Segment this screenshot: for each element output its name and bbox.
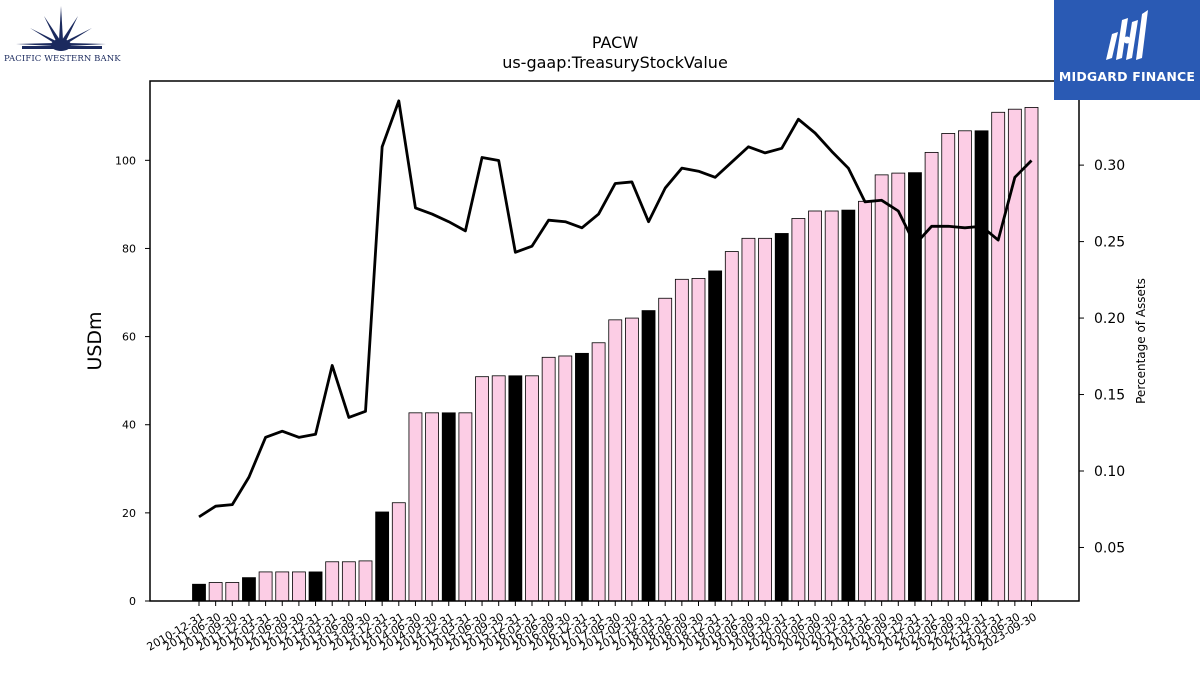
y2-tick-label: 0.25: [1094, 235, 1125, 251]
y2-tick-label: 0.20: [1094, 311, 1125, 327]
y-tick-label: 80: [122, 242, 136, 255]
bar: [475, 376, 489, 602]
bar: [325, 561, 340, 602]
bar: [774, 233, 789, 602]
bar: [874, 174, 889, 602]
bar: [458, 412, 473, 602]
bar: [425, 412, 440, 602]
logo-right-text: MIDGARD FINANCE: [1058, 69, 1196, 84]
y-tick-label: 60: [122, 331, 136, 344]
bar: [991, 111, 1006, 602]
midgard-emblem-icon: [1106, 10, 1148, 60]
bar: [808, 210, 822, 602]
bar: [658, 297, 673, 602]
bar: [941, 133, 956, 602]
midgard-finance-logo: MIDGARD FINANCE: [1054, 0, 1200, 100]
bar: [841, 209, 856, 602]
bar: [541, 356, 556, 602]
y2-tick-label: 0.15: [1094, 388, 1125, 404]
bar: [558, 355, 573, 602]
bar: [208, 582, 223, 602]
bar: [974, 130, 989, 602]
bar: [591, 342, 606, 602]
y-axis-right: 0.05 0.10 0.15 0.20 0.25 0.30: [1079, 158, 1125, 556]
line-group: [198, 99, 1033, 519]
bar: [1007, 108, 1022, 602]
bar: [491, 375, 506, 602]
bar: [441, 412, 456, 602]
y2-tick-label: 0.30: [1094, 158, 1125, 174]
bar: [291, 571, 306, 602]
bar: [308, 571, 323, 602]
bar: [341, 561, 356, 602]
y2-tick-label: 0.10: [1094, 464, 1125, 480]
bar: [958, 130, 972, 602]
bar: [741, 237, 756, 602]
bar: [258, 571, 273, 602]
bar: [924, 151, 939, 602]
bar: [625, 317, 639, 602]
bar: [824, 210, 839, 602]
bar: [641, 310, 656, 602]
y-axis-label: USDm: [84, 311, 106, 370]
bar: [525, 375, 539, 602]
bar-group: [192, 107, 1039, 602]
chart-subtitle: us-gaap:TreasuryStockValue: [502, 53, 728, 72]
y-tick-label: 20: [122, 507, 136, 520]
bar: [708, 270, 723, 602]
y-tick-label: 0: [129, 595, 136, 608]
bar: [758, 237, 772, 602]
bar: [674, 278, 689, 602]
y-axis-left: 0 20 40 60 80 100: [115, 154, 150, 608]
logo-left-text: PACIFIC WESTERN BANK: [4, 54, 121, 64]
y-tick-label: 40: [122, 419, 136, 432]
bar: [242, 577, 256, 602]
y2-axis-label: Percentage of Assets: [1134, 278, 1148, 404]
bar: [358, 560, 373, 602]
bar: [891, 172, 906, 602]
bar: [608, 319, 623, 602]
plot-frame: [149, 80, 1080, 602]
bar: [391, 502, 406, 602]
chart-title: PACW: [592, 33, 638, 52]
x-axis: 2010-12-312011-06-302011-09-302011-12-31…: [145, 601, 1039, 654]
bar: [275, 571, 290, 602]
bar: [575, 352, 589, 602]
bar: [858, 200, 872, 602]
bar: [192, 583, 206, 602]
y-tick-label: 100: [115, 154, 136, 167]
bar: [1024, 107, 1039, 602]
bar: [408, 412, 423, 602]
pacific-western-bank-logo: PACIFIC WESTERN BANK: [4, 4, 121, 66]
bar: [691, 278, 706, 602]
sunburst-icon: [16, 6, 106, 51]
bar: [508, 375, 523, 602]
percentage-of-assets-line: [198, 99, 1033, 519]
bar: [791, 218, 806, 602]
bar: [724, 251, 739, 602]
y2-tick-label: 0.05: [1094, 540, 1125, 556]
bar: [375, 511, 390, 602]
bar: [225, 582, 240, 602]
